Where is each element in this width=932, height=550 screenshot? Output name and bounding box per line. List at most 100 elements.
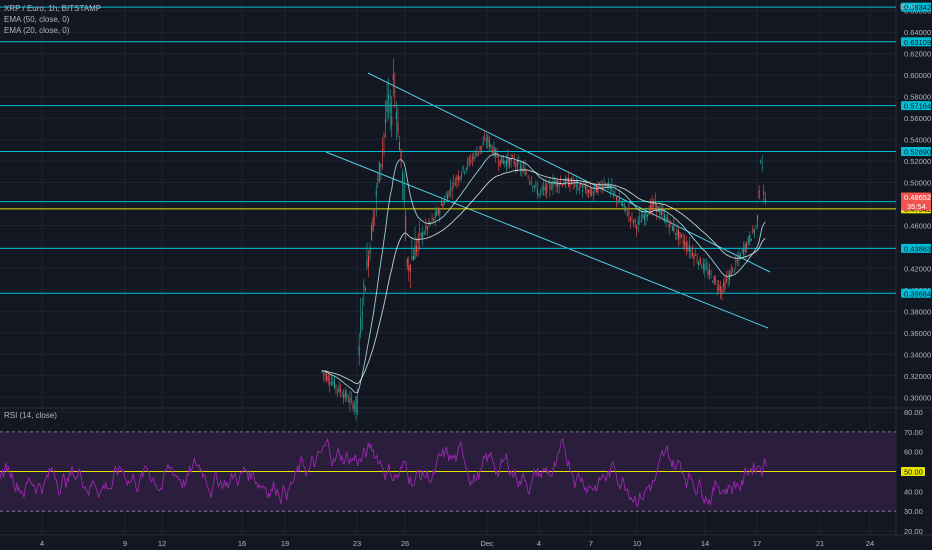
candle-body [324, 373, 326, 376]
price-tick-label: 0.34000 [904, 350, 931, 359]
candle-body [414, 244, 416, 260]
level-tag-3: 0.52890 [904, 147, 931, 156]
candle-body [361, 312, 363, 316]
candle-body [470, 160, 472, 163]
candle-body [547, 182, 549, 184]
indicator-ema20[interactable]: EMA (20, close, 0) [4, 26, 70, 35]
candle-body [757, 215, 759, 222]
candle-body [499, 159, 501, 166]
candle-body [625, 206, 627, 209]
candle-body [671, 226, 673, 231]
candle-body [346, 394, 348, 398]
rsi-midline-tag-bg [901, 467, 925, 476]
candle-body [591, 191, 593, 196]
candle-body [423, 233, 425, 235]
candle-body [505, 160, 507, 166]
price-tick-label: 0.58000 [904, 93, 931, 102]
candle-body [389, 102, 391, 114]
candle-body [544, 185, 546, 191]
candle-body [654, 200, 656, 207]
candle-body [425, 225, 427, 229]
candle-body [529, 181, 531, 182]
candle-body [736, 260, 738, 261]
price-tags: 0.663420.631090.571640.528900.482180.438… [901, 2, 931, 477]
candle-body [433, 218, 435, 221]
candle-body [557, 180, 559, 188]
candle-body [636, 226, 638, 230]
time-tick-label: Dec [480, 539, 494, 548]
candle-body [490, 144, 492, 148]
candle-body [488, 140, 490, 147]
candle-body [681, 234, 683, 237]
candle-body [354, 406, 356, 409]
time-tick-label: 14 [701, 539, 709, 548]
rsi-tick-label: 30.00 [904, 507, 923, 516]
candle-body [543, 187, 545, 190]
price-tick-label: 0.32000 [904, 372, 931, 381]
candle-body [403, 184, 405, 200]
candle-body [512, 156, 514, 158]
candle-body [487, 137, 489, 142]
candle-body [527, 176, 529, 178]
candle-body [749, 235, 751, 243]
candle-body [753, 230, 755, 233]
rsi-tick-label: 40.00 [904, 487, 923, 496]
candle-body [338, 385, 340, 392]
candle-body [504, 161, 506, 164]
candle-body [685, 242, 687, 249]
candle-body [447, 194, 449, 200]
rsi-tick-label: 60.00 [904, 448, 923, 457]
candle-body [519, 165, 521, 169]
candle-body [422, 231, 424, 238]
time-tick-label: 24 [866, 539, 874, 548]
candle-body [750, 238, 752, 241]
candle-body [380, 164, 382, 168]
time-axis[interactable]: 4 9 12 16 19 23 26 Dec 4 7 10 14 17 21 24 [40, 539, 874, 548]
candle-body [688, 244, 690, 252]
candle-body [710, 273, 712, 275]
candle-body [679, 232, 681, 238]
candle-body [743, 249, 745, 255]
candle-body [541, 187, 543, 190]
candle-body [484, 137, 486, 140]
candle-body [417, 237, 419, 244]
candle-body [323, 372, 325, 374]
candle-body [614, 192, 616, 194]
candle-body [518, 161, 520, 163]
candle-body [687, 247, 689, 251]
chart-title[interactable]: XRP / Euro, 1h, BITSTAMP [4, 4, 102, 13]
candle-body [668, 223, 670, 228]
indicator-ema50[interactable]: EMA (50, close, 0) [4, 15, 70, 24]
indicator-rsi[interactable]: RSI (14, close) [4, 411, 57, 420]
time-tick-label: 9 [123, 539, 127, 548]
candle-body [358, 345, 360, 356]
candle-body [409, 265, 411, 273]
candle-body [626, 214, 628, 216]
candle-body [620, 203, 622, 205]
candle-body [397, 121, 399, 134]
time-tick-label: 12 [158, 539, 166, 548]
candle-body [467, 161, 469, 166]
ema-20-line [321, 153, 766, 394]
candle-body [532, 186, 534, 188]
candle-body [684, 241, 686, 246]
candle-body [388, 94, 390, 100]
candle-body [730, 270, 732, 277]
candle-body [481, 145, 483, 147]
price-tick-label: 0.54000 [904, 136, 931, 145]
candle-body [471, 156, 473, 159]
time-tick-label: 19 [281, 539, 289, 548]
candle-body [554, 183, 555, 184]
candle-body [704, 264, 706, 272]
candle-body [374, 208, 376, 210]
price-tick-label: 0.42000 [904, 264, 931, 273]
candle-body [450, 187, 452, 190]
candle-body [721, 289, 723, 294]
candle-body [416, 245, 418, 252]
candle-body [462, 166, 464, 171]
candle-body [420, 233, 422, 237]
candle-body [693, 254, 695, 260]
candle-body [386, 100, 388, 113]
candle-body [667, 217, 669, 222]
